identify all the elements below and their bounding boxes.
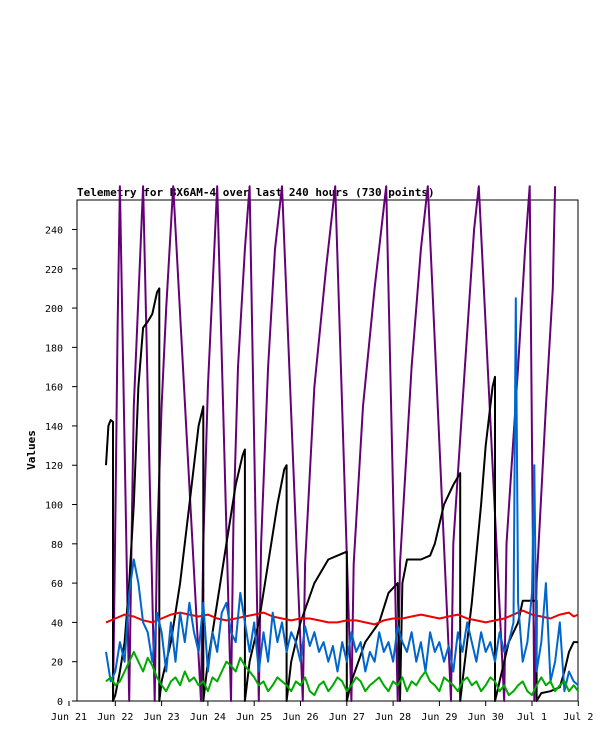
x-tick-label: Jun 25 — [236, 712, 272, 723]
y-tick-label: 60 — [51, 579, 63, 590]
x-tick-label: Jun 23 — [144, 712, 180, 723]
series-line-green — [105, 650, 580, 697]
y-tick-label: 200 — [45, 304, 63, 315]
y-tick-label: 100 — [45, 501, 63, 512]
y-tick-label: 20 — [51, 658, 63, 669]
y-axis-label: Values — [25, 430, 38, 470]
x-tick-label: Jun 26 — [282, 712, 318, 723]
x-tick-label: Jun 22 — [97, 712, 133, 723]
y-tick-label: 140 — [45, 422, 63, 433]
y-tick-label: 80 — [51, 540, 63, 551]
y-tick-label: 220 — [45, 265, 63, 276]
series-line-purple — [112, 185, 557, 702]
y-tick-label: 0 — [57, 697, 63, 708]
axis-layer: 0 20 40 60 80 100 120 140 160 180 200 220 240 Jun 21 J… — [45, 225, 593, 723]
series-line-red — [105, 609, 579, 626]
chart-title: Telemetry for BX6AM-4 over last 240 hour… — [77, 186, 435, 199]
x-tick-label: Jun 24 — [190, 712, 226, 723]
y-tick-label: 120 — [45, 461, 63, 472]
y-tick-label: 40 — [51, 618, 63, 629]
x-tick-label: Jun 28 — [375, 712, 411, 723]
x-tick-label: Jun 21 — [51, 712, 87, 723]
series-layer — [105, 185, 580, 702]
y-tick-label: 180 — [45, 343, 63, 354]
x-tick-label: Jul 2 — [563, 712, 593, 723]
y-tick-label: 240 — [45, 225, 63, 236]
plot-frame — [76, 199, 579, 702]
x-tick-label: Jun 27 — [329, 712, 365, 723]
x-tick-label: Jul 1 — [517, 712, 547, 723]
series-line-blue — [105, 297, 579, 693]
series-line-black — [105, 287, 579, 702]
x-tick-label: Jun 30 — [468, 712, 504, 723]
x-tick-label: Jun 29 — [421, 712, 457, 723]
y-tick-label: 160 — [45, 383, 63, 394]
